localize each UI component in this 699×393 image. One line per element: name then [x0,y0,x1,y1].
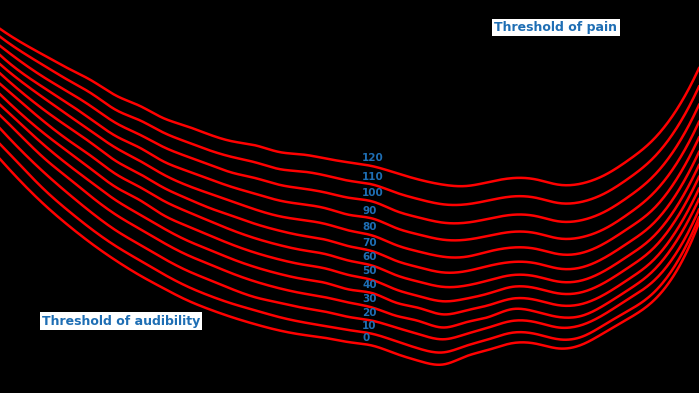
Text: 110: 110 [362,171,384,182]
Text: 20: 20 [362,308,377,318]
Text: Threshold of audibility: Threshold of audibility [42,314,200,327]
Text: 90: 90 [362,206,377,216]
Text: 70: 70 [362,238,377,248]
Text: 0: 0 [362,333,369,343]
Text: 60: 60 [362,252,377,262]
Text: 50: 50 [362,266,377,276]
Text: 100: 100 [362,188,384,198]
Text: 80: 80 [362,222,377,232]
Text: Threshold of pain: Threshold of pain [494,21,617,34]
Text: 10: 10 [362,321,377,331]
Text: 30: 30 [362,294,377,304]
Text: 120: 120 [362,153,384,163]
Text: 40: 40 [362,280,377,290]
